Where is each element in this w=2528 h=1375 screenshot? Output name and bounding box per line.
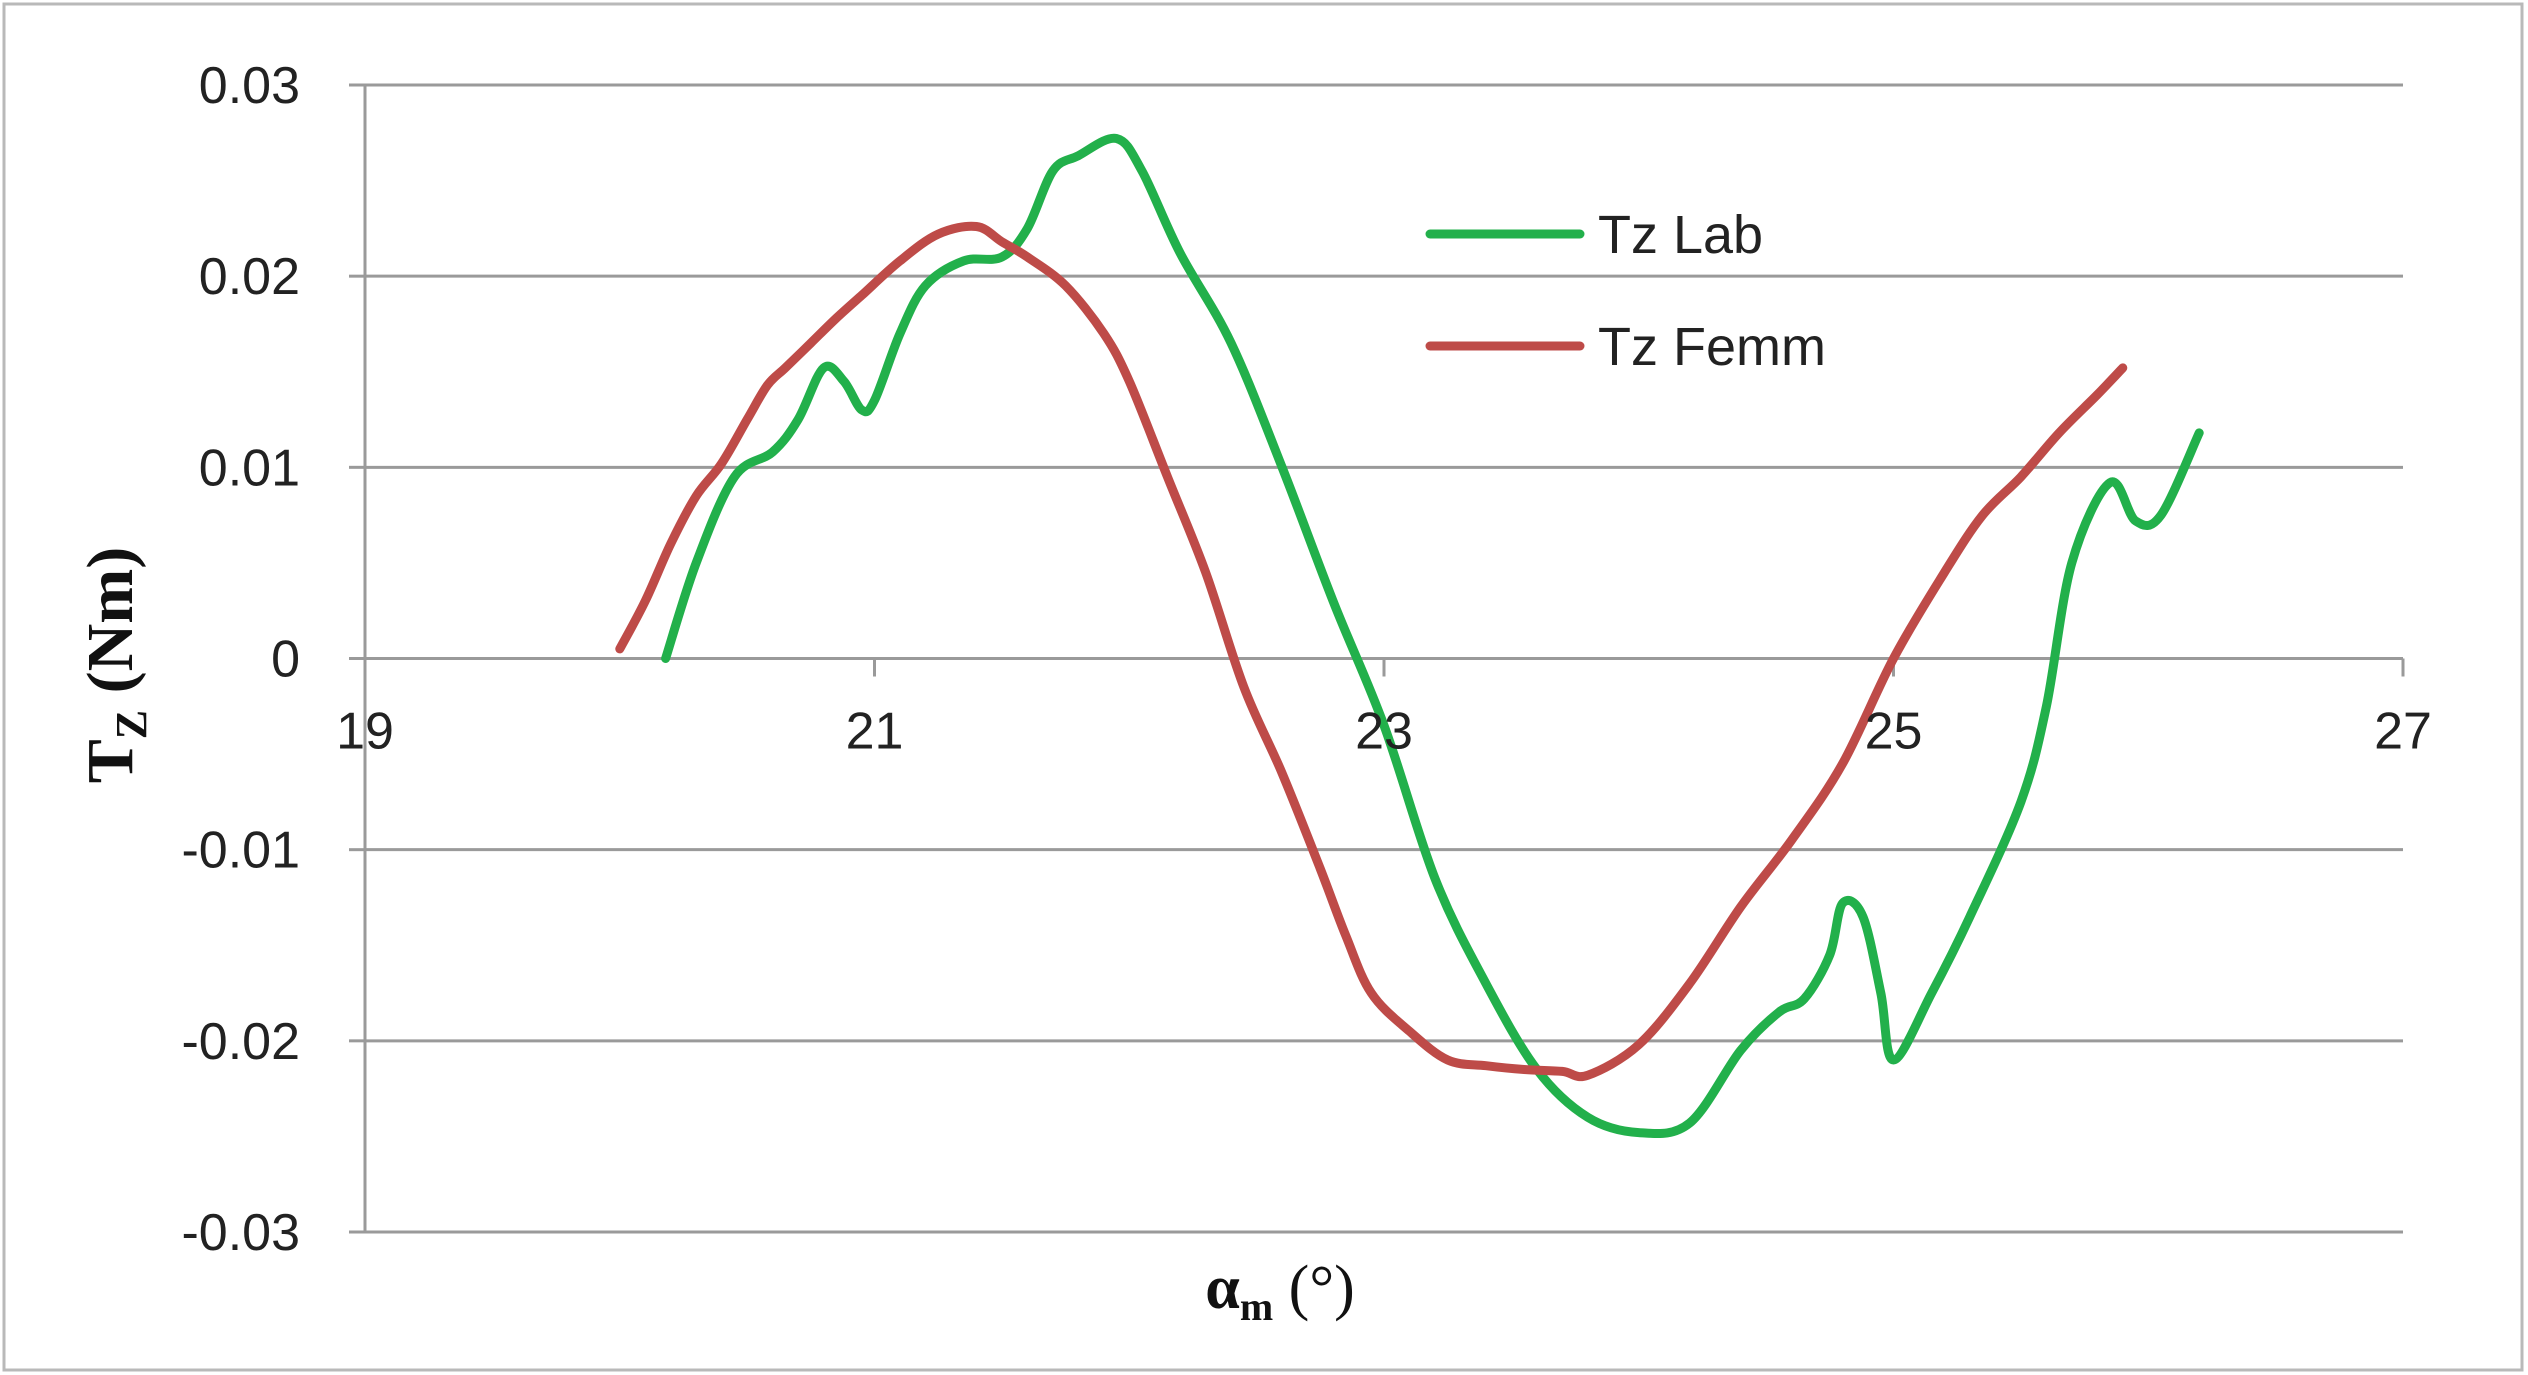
grid-layer (365, 83, 2403, 1234)
x-tick-label-2: 23 (1355, 703, 1413, 761)
tick-label-layer: 0.03 0.02 0.01 0 -0.01 -0.02 -0.03 19 21 23 25 27 (181, 57, 2431, 1262)
y-tick-label-4: -0.01 (181, 822, 300, 880)
x-tick-label-0: 19 (336, 703, 394, 761)
x-axis-title-unit: (°) (1273, 1254, 1355, 1322)
x-axis-title-main: α (1205, 1254, 1240, 1322)
x-axis-title: αm (°) (1205, 1254, 1355, 1329)
y-tick-label-6: -0.03 (181, 1204, 300, 1262)
x-axis-title-sub: m (1240, 1284, 1273, 1329)
y-tick-label-3: 0 (271, 631, 300, 689)
x-tick-label-1: 21 (846, 703, 904, 761)
y-axis-title-unit: (Nm) (74, 547, 147, 710)
legend-label-tz-femm: Tz Femm (1598, 317, 1826, 377)
series-line-tz-lab (661, 133, 2204, 1139)
y-axis-title: TZ (Nm) (74, 547, 156, 784)
legend-label-tz-lab: Tz Lab (1598, 205, 1763, 265)
series-line-tz-femm (615, 221, 2128, 1082)
series-layer (615, 133, 2204, 1139)
x-tick-label-4: 27 (2374, 703, 2432, 761)
x-tick-label-3: 25 (1865, 703, 1923, 761)
legend: Tz Lab Tz Femm (1425, 205, 1826, 377)
y-tick-label-5: -0.02 (181, 1013, 300, 1071)
y-tick-label-1: 0.02 (199, 248, 300, 306)
y-axis-title-sub: Z (107, 710, 156, 739)
y-tick-label-2: 0.01 (199, 439, 300, 497)
y-tick-label-0: 0.03 (199, 57, 300, 115)
y-axis-title-main: T (74, 739, 147, 783)
